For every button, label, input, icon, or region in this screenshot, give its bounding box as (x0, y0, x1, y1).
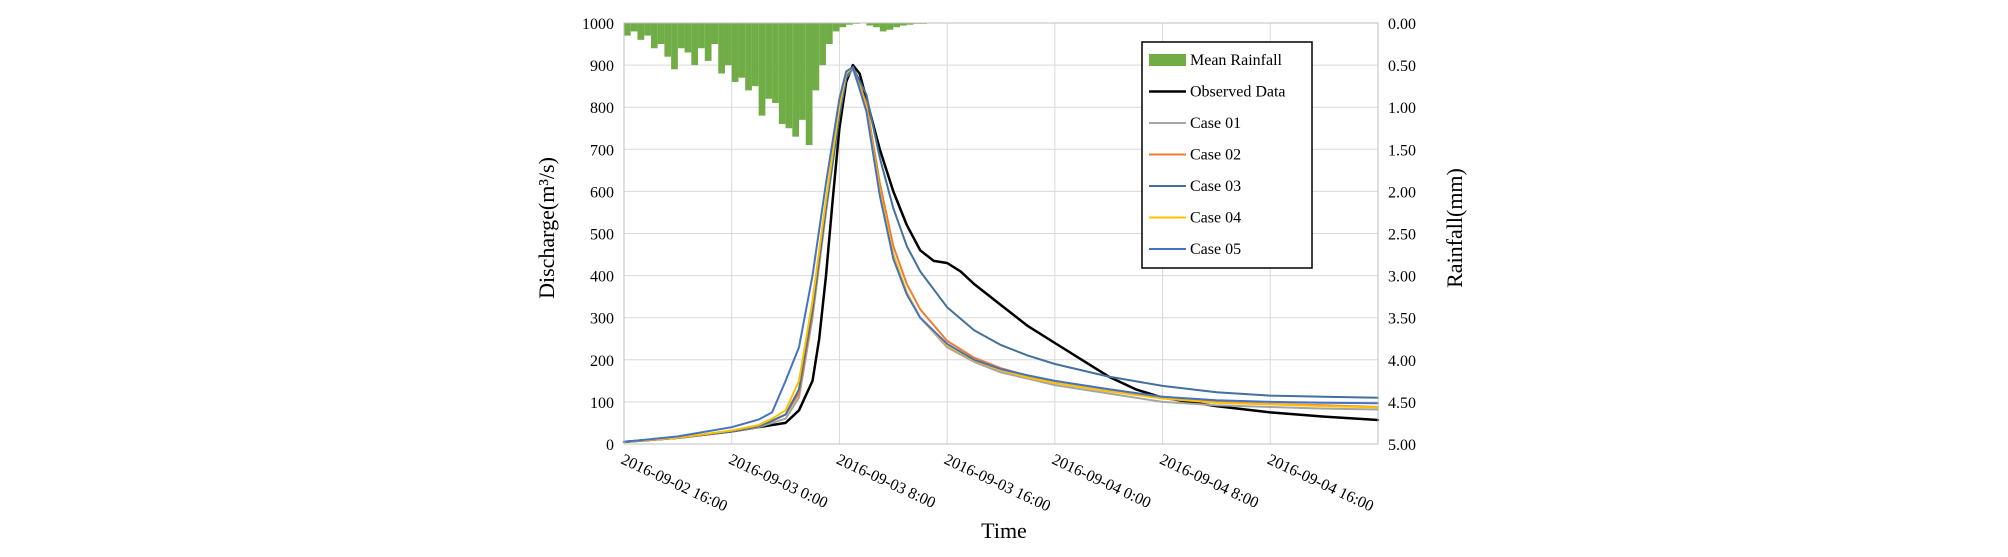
rainfall-bar (758, 23, 766, 116)
legend-label: Case 04 (1190, 210, 1241, 227)
y-tick-label: 800 (590, 100, 614, 117)
rainfall-bar (738, 23, 746, 78)
rainfall-bar (799, 23, 806, 120)
rainfall-bar (832, 23, 840, 32)
rainfall-bar (630, 23, 638, 32)
rainfall-bar (778, 23, 786, 125)
legend-swatch-mean-rainfall (1149, 54, 1186, 66)
y2-tick-label: 5.00 (1388, 437, 1416, 454)
y2-tick-label: 2.50 (1388, 227, 1416, 244)
rainfall-bar (819, 23, 826, 66)
rainfall-bars (624, 23, 927, 146)
rainfall-bar (772, 23, 779, 103)
rainfall-bar (650, 23, 658, 49)
rainfall-bar (886, 23, 894, 30)
rainfall-bar (812, 23, 820, 91)
x-axis-title: Time (981, 518, 1027, 543)
rainfall-bar (893, 23, 901, 28)
rainfall-bar (731, 23, 739, 82)
y-tick-label: 0 (606, 437, 614, 454)
y-tick-label: 400 (590, 269, 614, 286)
rainfall-bar (677, 23, 685, 49)
y2-tick-label: 4.50 (1388, 395, 1416, 412)
y-tick-label: 600 (590, 184, 614, 201)
y-tick-label: 700 (590, 142, 614, 159)
y-tick-label: 500 (590, 227, 614, 244)
rainfall-bar (657, 23, 665, 45)
y2-tick-label: 3.00 (1388, 269, 1416, 286)
y2-tick-label: 0.00 (1388, 16, 1416, 33)
series-line-observed-data (622, 63, 1380, 444)
legend-label: Observed Data (1190, 84, 1286, 101)
rainfall-bar (825, 23, 833, 45)
plot-frame (623, 22, 1379, 445)
y-tick-label: 1000 (582, 16, 614, 33)
rainfall-bar (637, 23, 645, 40)
y2-tick-label: 0.50 (1388, 58, 1416, 75)
y-axis-ticks: 0 100 200 300 400 500 600 700 800 900 1000 (582, 16, 614, 454)
rainfall-bar (724, 23, 732, 66)
x-tick-label: 2016-09-03 16:00 (941, 451, 1053, 515)
rainfall-bar (644, 23, 651, 36)
legend-label: Case 01 (1190, 115, 1241, 132)
rainfall-bar (684, 23, 692, 53)
rainfall-bar (805, 23, 813, 146)
y2-tick-label: 3.50 (1388, 311, 1416, 328)
rainfall-bar (711, 23, 719, 45)
legend-label: Case 02 (1190, 147, 1241, 164)
series-line-case-03 (623, 66, 1379, 443)
rainfall-bar (792, 23, 800, 137)
rainfall-bar (624, 23, 631, 36)
series-line-case-05 (623, 66, 1379, 443)
series-lines (622, 63, 1380, 444)
x-tick-label: 2016-09-03 8:00 (834, 451, 938, 512)
x-tick-label: 2016-09-04 8:00 (1157, 451, 1261, 512)
legend: Mean Rainfall Observed Data Case 01 Case 02… (1141, 41, 1313, 269)
rainfall-bar (846, 23, 853, 25)
y-tick-label: 300 (590, 311, 614, 328)
y2-axis-ticks: 0.00 0.50 1.00 1.50 2.00 2.50 3.00 3.50 4.00 4.50… (1388, 16, 1416, 454)
rainfall-bar (704, 23, 712, 61)
x-tick-label: 2016-09-04 0:00 (1049, 451, 1153, 512)
rainfall-bar (698, 23, 705, 49)
rainfall-bar (900, 23, 907, 26)
y2-tick-label: 4.00 (1388, 353, 1416, 370)
y2-axis-title: Rainfall(mm) (1442, 168, 1467, 288)
rainfall-bar (745, 23, 752, 91)
rainfall-bar (866, 23, 874, 26)
rainfall-bar (691, 23, 699, 66)
rainfall-bar (873, 23, 880, 28)
rainfall-bar (765, 23, 773, 99)
y-axis-title: Discharge(m³/s) (534, 157, 559, 299)
y2-tick-label: 1.50 (1388, 142, 1416, 159)
y-tick-label: 200 (590, 353, 614, 370)
rainfall-bar (664, 23, 672, 57)
rainfall-bar (785, 23, 793, 129)
rainfall-bar (906, 23, 914, 25)
rainfall-bar (839, 23, 847, 28)
y2-tick-label: 1.00 (1388, 100, 1416, 117)
rainfall-bar (718, 23, 725, 74)
x-tick-label: 2016-09-03 0:00 (726, 451, 830, 512)
y2-tick-label: 2.00 (1388, 184, 1416, 201)
x-tick-label: 2016-09-02 16:00 (618, 451, 730, 515)
rainfall-bar (751, 23, 759, 87)
legend-label: Case 05 (1190, 241, 1241, 258)
x-tick-label: 2016-09-04 16:00 (1265, 451, 1377, 515)
y-tick-label: 900 (590, 58, 614, 75)
legend-label: Mean Rainfall (1190, 52, 1283, 69)
rainfall-bar (879, 23, 887, 32)
y-tick-label: 100 (590, 395, 614, 412)
rainfall-bar (671, 23, 678, 70)
legend-label: Case 03 (1190, 178, 1241, 195)
